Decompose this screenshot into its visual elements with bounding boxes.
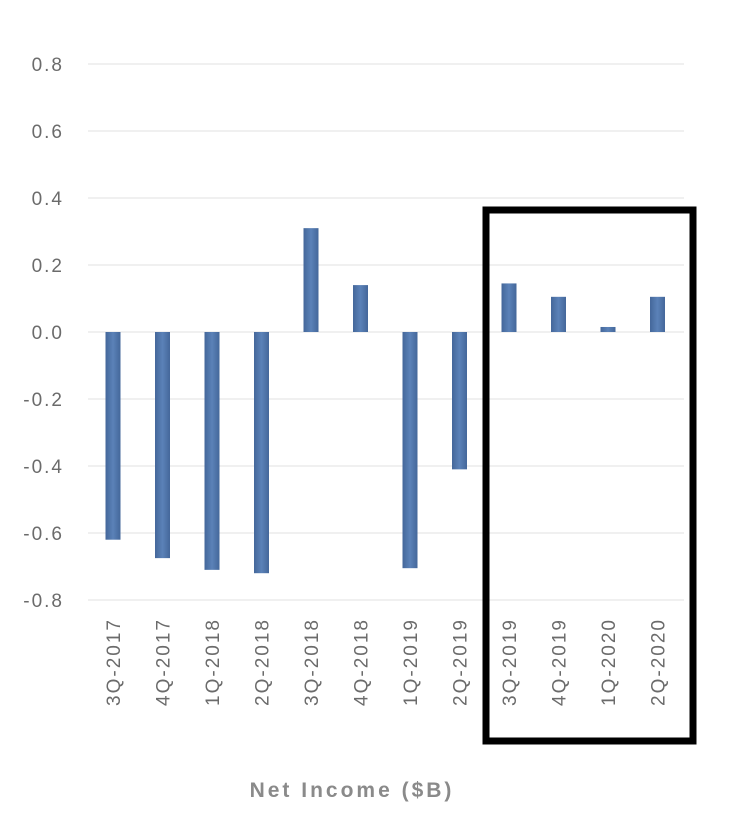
bar-1Q-2020 [600,326,616,332]
bar-1Q-2018 [204,332,220,570]
x-tick-label: 1Q-2020 [599,618,620,706]
x-tick-label: 1Q-2019 [401,618,422,706]
y-tick-label: -0.6 [23,524,64,545]
bar-2Q-2018 [254,332,269,574]
bar-3Q-2018 [303,228,319,332]
bar-3Q-2019 [501,283,517,332]
x-tick-label: 3Q-2017 [104,618,125,706]
y-tick-label: 0.2 [32,256,64,277]
x-tick-label: 2Q-2018 [253,618,274,706]
x-tick-label: 1Q-2018 [203,618,224,706]
gridlines [88,63,684,601]
y-tick-label: -0.2 [23,390,64,411]
x-tick-label: 4Q-2018 [352,618,373,706]
bar-2Q-2019 [452,332,467,470]
bar-4Q-2019 [551,296,566,332]
bar-2Q-2020 [650,296,665,332]
x-axis-title: Net Income ($B) [250,779,455,802]
x-axis-category-labels: 3Q-2017 4Q-2017 1Q-2018 2Q-2018 3Q-2018 4Q-20… [104,618,670,706]
bar-1Q-2019 [402,332,418,569]
x-tick-label: 3Q-2019 [500,618,521,706]
y-tick-label: 0.8 [32,55,64,76]
y-tick-label: 0.6 [32,122,64,143]
y-tick-label: -0.4 [23,457,64,478]
y-axis-tick-labels: 0.8 0.6 0.4 0.2 0.0 -0.2 -0.4 -0.6 -0.8 [23,55,64,612]
x-tick-label: 2Q-2019 [451,618,472,706]
y-tick-label: 0.4 [32,189,64,210]
y-tick-label: -0.8 [23,591,64,612]
bar-4Q-2017 [155,332,170,559]
x-tick-label: 4Q-2017 [154,618,175,706]
bar-4Q-2018 [353,285,368,332]
bar-3Q-2017 [105,332,121,540]
x-tick-label: 4Q-2019 [550,618,571,706]
bars [105,228,665,574]
x-tick-label: 3Q-2018 [302,618,323,706]
highlight-box [482,206,697,745]
x-tick-label: 2Q-2020 [649,618,670,706]
y-tick-label: 0.0 [32,323,64,344]
